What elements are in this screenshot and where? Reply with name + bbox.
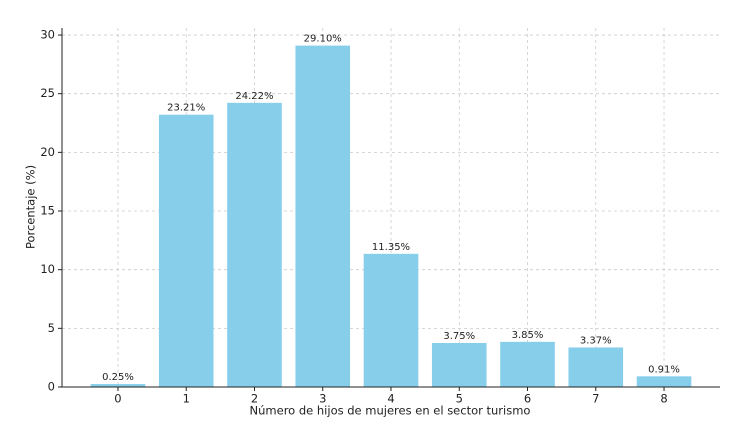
y-tick-label: 0: [48, 380, 55, 394]
y-tick-label: 5: [48, 321, 55, 335]
bar: [90, 384, 146, 387]
x-tick-label: 4: [387, 392, 394, 406]
y-tick-label: 25: [40, 86, 55, 100]
y-tick-label: 20: [40, 145, 55, 159]
value-label: 0.91%: [648, 364, 680, 375]
y-tick-label: 15: [40, 204, 55, 218]
bar: [363, 253, 419, 387]
y-tick-label: 30: [40, 28, 55, 42]
value-label: 23.21%: [167, 103, 205, 114]
x-tick-label: 0: [114, 392, 121, 406]
y-axis-label: Porcentaje (%): [24, 165, 38, 249]
value-label: 24.22%: [235, 91, 273, 102]
x-axis-label: Número de hijos de mujeres en el sector …: [250, 404, 531, 418]
bar: [568, 347, 624, 387]
x-tick-label: 5: [456, 392, 463, 406]
value-label: 11.35%: [372, 242, 410, 253]
value-label: 3.85%: [512, 330, 544, 341]
bar: [636, 376, 692, 387]
value-label: 29.10%: [304, 34, 342, 45]
bar: [500, 341, 555, 387]
x-tick-label: 2: [251, 392, 258, 406]
bar: [227, 102, 282, 387]
x-tick-label: 6: [524, 392, 531, 406]
value-label: 0.25%: [102, 372, 134, 383]
value-label: 3.75%: [443, 331, 475, 342]
bar: [158, 114, 214, 387]
bar: [295, 45, 351, 388]
x-tick-label: 1: [183, 392, 190, 406]
x-tick-label: 8: [660, 392, 667, 406]
y-tick-label: 10: [40, 262, 55, 276]
bar: [431, 343, 487, 387]
x-tick-label: 3: [319, 392, 326, 406]
x-tick-label: 7: [592, 392, 599, 406]
value-label: 3.37%: [580, 335, 612, 346]
